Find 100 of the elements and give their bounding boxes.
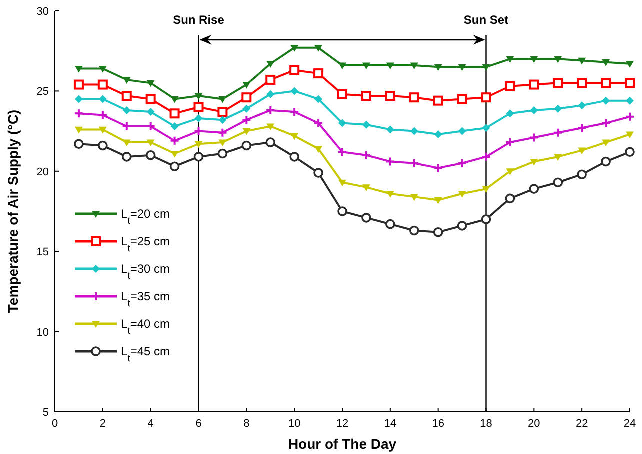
point	[170, 108, 180, 119]
point	[433, 96, 444, 106]
point	[122, 152, 132, 162]
point	[386, 191, 394, 198]
point	[242, 115, 252, 126]
point	[146, 140, 155, 147]
point	[577, 170, 587, 180]
point	[481, 92, 492, 103]
point	[530, 106, 538, 114]
point	[242, 92, 252, 103]
point	[578, 102, 586, 110]
point	[242, 82, 251, 89]
x-tick-label: 0	[52, 418, 58, 430]
point	[553, 128, 564, 138]
point	[242, 128, 251, 136]
point	[170, 136, 180, 146]
point	[194, 114, 203, 122]
point	[146, 80, 155, 88]
point	[314, 95, 323, 104]
y-tick-label: 20	[36, 166, 49, 178]
point	[314, 45, 323, 52]
point	[218, 116, 227, 124]
point	[409, 92, 420, 103]
point	[386, 126, 394, 134]
point	[74, 66, 83, 73]
point	[530, 158, 538, 166]
point	[506, 110, 514, 118]
point	[122, 106, 131, 114]
point	[314, 168, 324, 178]
point	[386, 219, 396, 230]
point	[434, 197, 442, 204]
x-tick-label: 8	[244, 418, 250, 430]
point	[194, 93, 203, 100]
point	[314, 146, 323, 153]
legend-label: L$_{t}$=30 cm	[121, 262, 170, 282]
point	[338, 147, 348, 158]
point	[505, 81, 516, 92]
x-tick-label: 16	[432, 418, 444, 430]
point	[361, 91, 372, 102]
point	[338, 89, 348, 100]
ref-line-label: Sun Rise	[173, 12, 225, 27]
legend-label: L$_{t}$=20 cm	[121, 207, 170, 226]
point	[505, 138, 516, 148]
point	[218, 96, 227, 104]
x-tick-label: 24	[624, 418, 636, 430]
y-tick-label: 5	[42, 407, 49, 419]
legend-label: L$_{t}$=40 cm	[121, 317, 170, 336]
point	[146, 108, 155, 116]
point	[602, 96, 610, 105]
point	[553, 78, 564, 88]
point	[602, 140, 610, 147]
point	[194, 102, 204, 112]
point	[626, 96, 634, 105]
point	[578, 148, 586, 155]
point	[170, 96, 179, 104]
x-tick-label: 4	[148, 418, 154, 430]
point	[577, 78, 588, 88]
point	[146, 150, 156, 160]
point	[218, 107, 228, 118]
point	[266, 90, 275, 98]
point	[433, 227, 444, 238]
point	[626, 61, 634, 68]
point	[122, 140, 131, 147]
point	[385, 91, 396, 102]
y-axis-title: Temperature of Air Supply (°C)	[5, 110, 21, 314]
point	[409, 226, 420, 236]
point	[577, 123, 588, 134]
point	[74, 139, 84, 150]
point	[146, 94, 156, 104]
point	[410, 62, 418, 70]
x-tick-label: 10	[288, 418, 301, 430]
point	[266, 105, 276, 116]
point	[361, 150, 372, 160]
point	[98, 126, 107, 134]
x-tick-label: 22	[576, 418, 588, 430]
x-tick-label: 2	[100, 418, 106, 430]
point	[170, 150, 179, 158]
point	[98, 66, 107, 73]
point	[314, 118, 324, 128]
point	[506, 56, 514, 64]
legend-label: L$_{t}$=45 cm	[121, 344, 170, 364]
point	[266, 138, 276, 148]
point	[362, 62, 370, 70]
point	[218, 128, 228, 138]
point	[554, 56, 562, 64]
point	[74, 80, 84, 90]
x-axis-title: Hour of The Day	[288, 436, 397, 452]
point	[529, 184, 540, 194]
point	[385, 156, 396, 167]
point	[338, 180, 346, 187]
y-tick-label: 30	[36, 6, 49, 18]
point	[506, 168, 514, 176]
point	[434, 64, 442, 72]
point	[433, 163, 444, 174]
point	[458, 127, 466, 136]
point	[314, 68, 324, 79]
point	[602, 60, 610, 66]
x-tick-label: 14	[384, 418, 397, 430]
point	[74, 95, 83, 104]
point	[625, 78, 635, 88]
